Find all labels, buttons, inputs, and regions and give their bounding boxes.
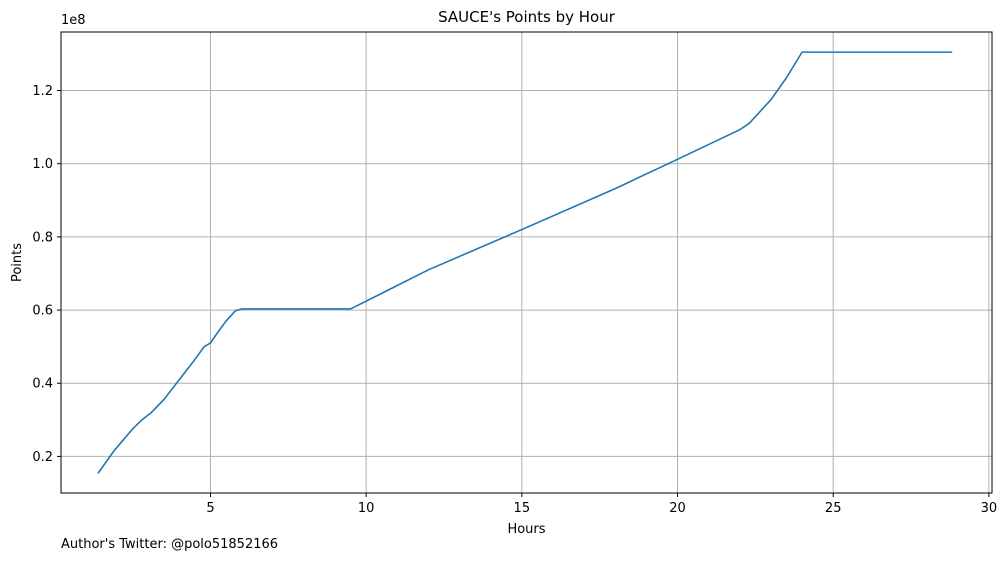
y-tick-label: 0.8: [32, 230, 53, 245]
y-axis-scale-label: 1e8: [61, 13, 86, 28]
y-tick-label: 0.4: [32, 377, 53, 392]
x-tick-label: 10: [358, 501, 375, 516]
plot-area-frame: [60, 31, 993, 494]
series-line: [97, 51, 953, 474]
x-tick-label: 20: [669, 501, 686, 516]
author-twitter-note: Author's Twitter: @polo51852166: [61, 537, 279, 552]
series-layer: [97, 51, 953, 474]
x-tick-label: 15: [514, 501, 531, 516]
y-axis-ticks: 0.2 0.4 0.6 0.8 1.0 1.2: [32, 84, 61, 465]
x-tick-label: 30: [981, 501, 998, 516]
y-tick-label: 1.0: [32, 157, 53, 172]
grid-lines: [61, 32, 992, 493]
x-tick-label: 25: [825, 501, 842, 516]
y-tick-label: 0.2: [32, 450, 53, 465]
y-axis-label: Points: [10, 243, 25, 282]
y-tick-label: 0.6: [32, 304, 53, 319]
x-axis-ticks: 5 10 15 20 25 30: [206, 493, 997, 516]
y-tick-label: 1.2: [32, 84, 53, 99]
chart-title: SAUCE's Points by Hour: [438, 8, 616, 26]
x-axis-label: Hours: [507, 522, 545, 537]
x-tick-label: 5: [206, 501, 214, 516]
